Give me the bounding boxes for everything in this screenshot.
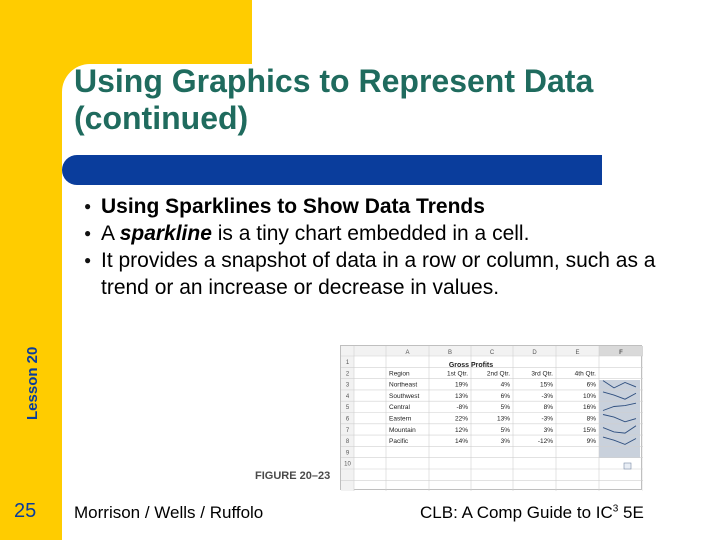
table-cell: 6% <box>587 382 597 389</box>
table-cell: Central <box>389 404 411 411</box>
term-emphasis: sparkline <box>119 222 212 245</box>
table-cell: 6% <box>501 393 511 400</box>
row-header: 5 <box>346 405 350 411</box>
table-cell: 22% <box>455 416 468 423</box>
table-cell: 4% <box>501 382 511 389</box>
title-divider-bar <box>62 155 602 185</box>
title-line-1: Using Graphics to Represent Data <box>74 63 594 99</box>
bullet-dot-icon: ● <box>84 199 92 213</box>
table-cell: -12% <box>538 438 553 445</box>
bullet-item: ● Using Sparklines to Show Data Trends <box>84 193 664 220</box>
column-header: F <box>619 350 623 356</box>
table-cell: 15% <box>583 427 596 434</box>
column-header: A <box>405 350 409 356</box>
quick-analysis-icon <box>623 462 632 470</box>
table-cell: 8% <box>587 416 597 423</box>
table-cell: -3% <box>541 416 553 423</box>
row-header: 8 <box>346 439 350 445</box>
row-header: 9 <box>346 450 350 456</box>
table-cell: -8% <box>456 404 468 411</box>
column-header: C <box>490 350 495 356</box>
table-cell: 8% <box>544 404 554 411</box>
column-header: D <box>532 350 537 356</box>
table-cell: 10% <box>583 393 596 400</box>
table-cell: Southwest <box>389 393 420 400</box>
table-cell: 14% <box>455 438 468 445</box>
row-header: 10 <box>344 462 351 468</box>
bullet-text: It provides a snapshot of data in a row … <box>101 249 656 299</box>
sparkline <box>602 380 637 389</box>
table-cell: 19% <box>455 382 468 389</box>
bullet-text: A sparkline is a tiny chart embedded in … <box>101 222 530 245</box>
table-cell: 16% <box>583 404 596 411</box>
column-header: E <box>575 350 579 356</box>
table-cell: 5% <box>501 404 511 411</box>
column-header-bar <box>341 346 643 356</box>
row-header-bar <box>341 346 354 491</box>
footer-book-title: CLB: A Comp Guide to IC3 5E <box>420 503 644 522</box>
slide-number: 25 <box>14 500 37 522</box>
table-cell: Northeast <box>389 382 417 389</box>
yellow-accent-left <box>0 0 62 540</box>
table-cell: 3% <box>501 438 511 445</box>
table-header-cell: Region <box>389 370 410 377</box>
sparkline <box>602 391 637 400</box>
table-cell: Mountain <box>389 427 416 434</box>
table-header-cell: 2nd Qtr. <box>487 370 510 377</box>
table-cell: 3% <box>544 427 554 434</box>
table-cell: 15% <box>540 382 553 389</box>
bullet-text: Using Sparklines to Show Data Trends <box>101 195 485 218</box>
table-cell: -3% <box>541 393 553 400</box>
table-cell: 5% <box>501 427 511 434</box>
table-header-cell: 3rd Qtr. <box>531 370 553 377</box>
sparkline <box>602 402 637 411</box>
sparkline <box>602 436 637 445</box>
title-background <box>62 64 720 160</box>
row-header: 6 <box>346 417 350 423</box>
table-header-cell: 1st Qtr. <box>447 370 468 377</box>
table-header-cell: 4th Qtr. <box>575 370 597 377</box>
table-cell: Pacific <box>389 438 409 445</box>
row-header: 7 <box>346 428 350 434</box>
table-cell: 13% <box>497 416 510 423</box>
row-header: 4 <box>346 394 350 400</box>
table-cell: 13% <box>455 393 468 400</box>
row-header: 1 <box>346 360 350 366</box>
bullet-list: ● Using Sparklines to Show Data Trends ●… <box>84 193 664 301</box>
column-header: B <box>448 350 452 356</box>
lesson-label: Lesson 20 <box>24 346 41 420</box>
footer-authors: Morrison / Wells / Ruffolo <box>74 503 264 522</box>
row-header: 3 <box>346 383 350 389</box>
table-cell: 9% <box>587 438 597 445</box>
figure-caption: FIGURE 20–23 <box>255 470 331 482</box>
merged-title: Gross Profits <box>449 362 493 369</box>
spreadsheet-image: A B C D E F 1 2 3 4 5 6 7 8 9 10 Gross Profits Region 1… <box>341 346 644 491</box>
title-line-2: (continued) <box>74 100 249 136</box>
bullet-dot-icon: ● <box>84 226 92 240</box>
slide-title: Using Graphics to Represent Data (contin… <box>74 63 694 137</box>
sparkline <box>602 414 637 423</box>
bullet-item: ● A sparkline is a tiny chart embedded i… <box>84 220 664 247</box>
sparkline <box>602 425 637 434</box>
table-cell: Eastern <box>389 416 412 423</box>
table-cell: 12% <box>455 427 468 434</box>
bullet-item: ● It provides a snapshot of data in a ro… <box>84 247 664 301</box>
column-header-selected <box>599 346 643 356</box>
spreadsheet-figure: A B C D E F 1 2 3 4 5 6 7 8 9 10 Gross Profits Region 1… <box>340 345 644 491</box>
bullet-dot-icon: ● <box>84 253 92 267</box>
row-header: 2 <box>346 371 350 377</box>
